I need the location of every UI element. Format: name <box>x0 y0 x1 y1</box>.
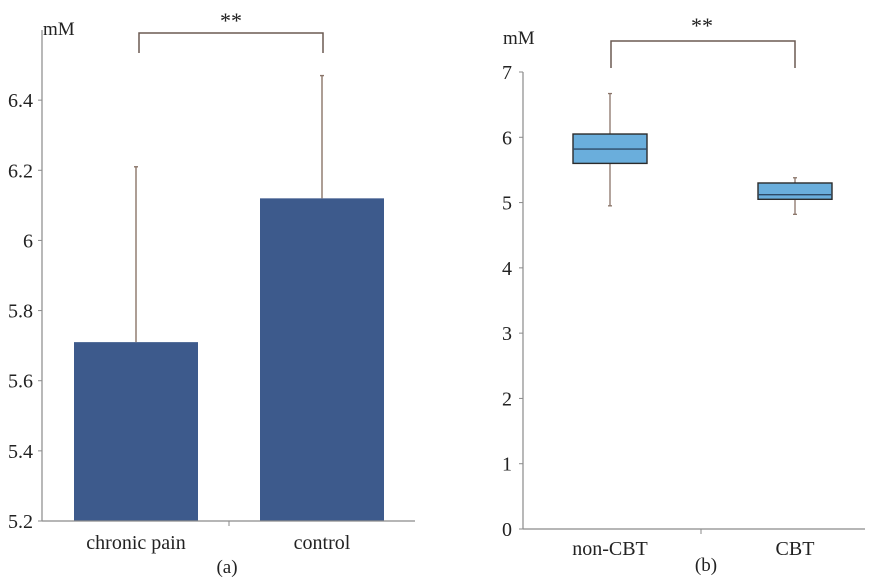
panel-b-label: (b) <box>695 555 717 576</box>
panel-b-y-tick-label: 6 <box>502 127 512 149</box>
panel-b-y-ticks: 0 1 2 3 4 5 6 7 <box>502 62 523 541</box>
panel-a-y-tick-label: 6 <box>23 230 33 252</box>
panel-a-significance-bracket <box>139 33 323 53</box>
panel-a-y-tick-label: 5.8 <box>8 301 33 323</box>
panel-b-y-tick-label: 1 <box>502 454 512 476</box>
panel-a-y-ticks: 5.2 5.4 5.6 5.8 6 6.2 6.4 <box>8 90 42 533</box>
box-cbt <box>758 183 832 199</box>
bar-control <box>260 198 384 521</box>
panel-b-boxes <box>573 94 832 215</box>
panel-a-significance: ** <box>139 8 323 53</box>
panel-b-significance-bracket <box>611 41 795 68</box>
panel-a-y-tick-label: 6.2 <box>8 160 33 182</box>
panel-a-y-tick-label: 5.4 <box>8 441 33 463</box>
panel-a-category-labels: chronic pain control <box>86 532 350 554</box>
panel-b-y-tick-label: 5 <box>502 193 512 215</box>
panel-b-y-tick-label: 7 <box>502 62 512 84</box>
panel-b-y-tick-label: 2 <box>502 388 512 410</box>
panel-a-y-tick-label: 5.6 <box>8 371 33 393</box>
panel-a-y-tick-label: 6.4 <box>8 90 33 112</box>
panel-a-label: (a) <box>216 557 237 577</box>
category-label-non-cbt: non-CBT <box>572 538 648 560</box>
panel-b-y-tick-label: 3 <box>502 323 512 345</box>
panel-b-unit-label: mM <box>503 28 535 49</box>
panel-a-y-tick-label: 5.2 <box>8 511 33 533</box>
panel-b-significance: ** <box>611 13 795 68</box>
panel-a-bar-chart: mM 5.2 5.4 5.6 5.8 6 6.2 6.4 chronic pain contr… <box>8 8 415 577</box>
panel-b-y-tick-label: 0 <box>502 519 512 541</box>
bar-chronic-pain <box>74 342 198 521</box>
category-label-chronic-pain: chronic pain <box>86 532 185 554</box>
category-label-control: control <box>294 532 351 554</box>
panel-b-box-plot: mM 0 1 2 3 4 5 6 7 non-CBT CBT ** (b) <box>502 13 865 576</box>
panel-a-unit-label: mM <box>43 19 75 40</box>
panel-a-bars <box>74 198 384 521</box>
panel-b-significance-label: ** <box>691 13 713 38</box>
category-label-cbt: CBT <box>776 538 815 560</box>
panel-b-category-labels: non-CBT CBT <box>572 538 814 560</box>
panel-b-y-tick-label: 4 <box>502 258 512 280</box>
panel-a-significance-label: ** <box>220 8 242 33</box>
